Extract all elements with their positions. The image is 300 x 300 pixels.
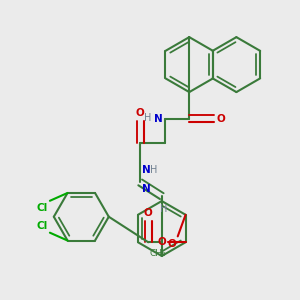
Text: Cl: Cl [37, 203, 48, 213]
Text: H: H [150, 165, 158, 175]
Text: O: O [136, 108, 145, 118]
Text: N: N [142, 165, 151, 175]
Text: O: O [157, 237, 166, 247]
Text: Cl: Cl [37, 221, 48, 231]
Text: N: N [154, 114, 163, 124]
Text: H: H [144, 112, 151, 123]
Text: H: H [160, 204, 167, 214]
Text: CH₃: CH₃ [149, 249, 166, 258]
Text: O: O [167, 239, 176, 249]
Text: O: O [144, 208, 153, 218]
Text: N: N [142, 184, 151, 194]
Text: O: O [217, 114, 226, 124]
